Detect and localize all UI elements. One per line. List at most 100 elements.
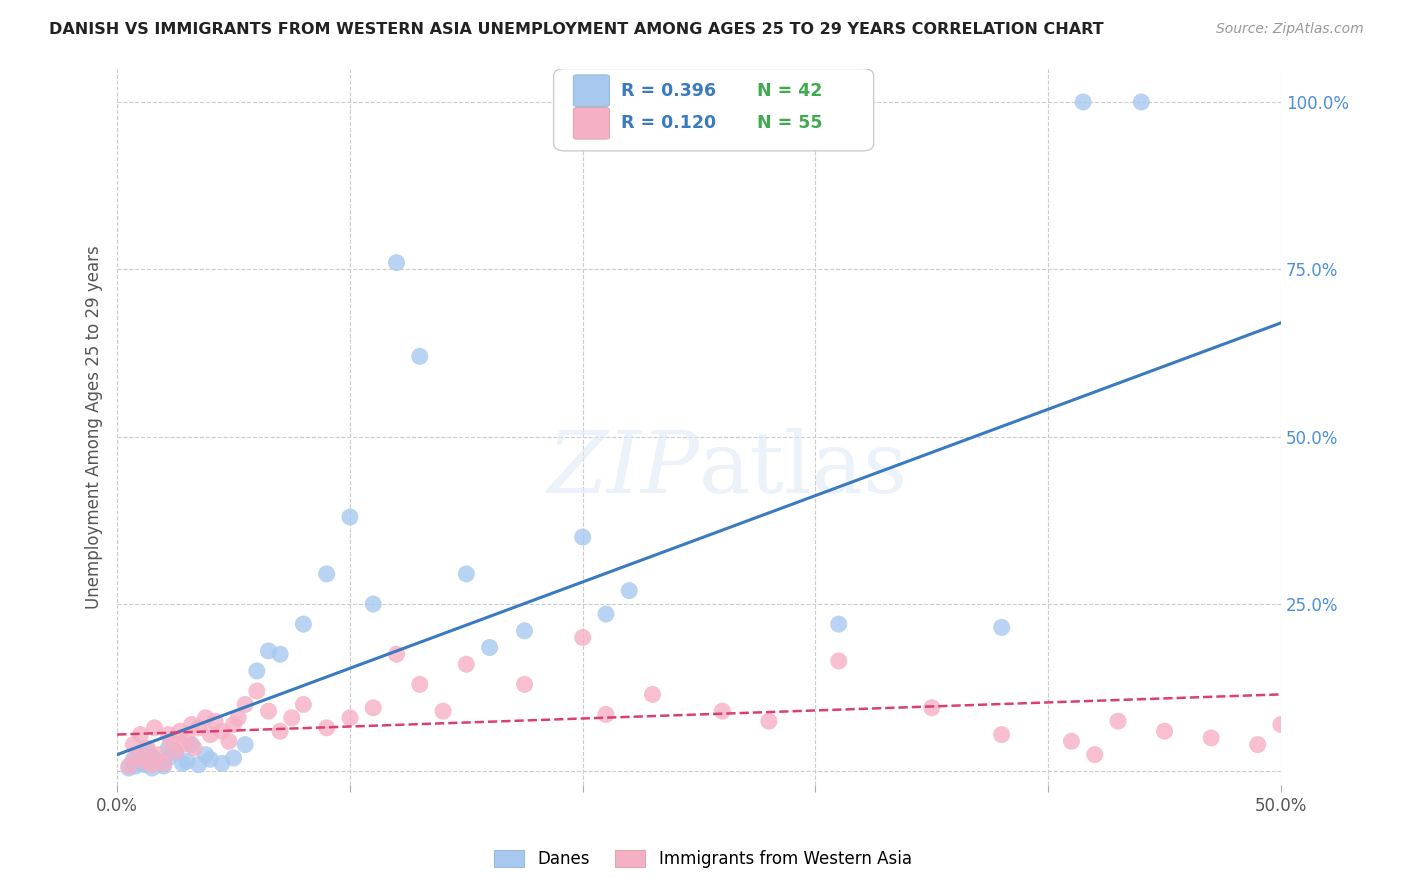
FancyBboxPatch shape	[554, 69, 873, 151]
Point	[125, 751, 148, 765]
FancyBboxPatch shape	[574, 108, 609, 139]
Text: atlas: atlas	[699, 428, 908, 511]
Point	[409, 677, 432, 691]
Point	[165, 744, 187, 758]
Point	[200, 727, 222, 741]
Point	[1199, 731, 1222, 745]
Point	[136, 744, 159, 758]
Text: DANISH VS IMMIGRANTS FROM WESTERN ASIA UNEMPLOYMENT AMONG AGES 25 TO 29 YEARS CO: DANISH VS IMMIGRANTS FROM WESTERN ASIA U…	[49, 22, 1104, 37]
Point	[118, 759, 141, 773]
Point	[118, 761, 141, 775]
Point	[361, 597, 384, 611]
Point	[921, 700, 943, 714]
Point	[828, 617, 851, 632]
Point	[180, 717, 202, 731]
Point	[141, 749, 163, 764]
Point	[122, 738, 145, 752]
Point	[165, 746, 187, 760]
Point	[385, 647, 408, 661]
Point	[194, 711, 217, 725]
Point	[129, 727, 152, 741]
Text: ZIP: ZIP	[547, 428, 699, 511]
Point	[172, 756, 194, 771]
Point	[409, 349, 432, 363]
Y-axis label: Unemployment Among Ages 25 to 29 years: Unemployment Among Ages 25 to 29 years	[86, 244, 103, 608]
Point	[641, 687, 664, 701]
Point	[478, 640, 501, 655]
Point	[339, 711, 361, 725]
Point	[758, 714, 780, 728]
Point	[269, 647, 291, 661]
Point	[246, 664, 269, 678]
Point	[1270, 717, 1292, 731]
Point	[990, 727, 1012, 741]
Point	[129, 747, 152, 762]
Point	[456, 566, 478, 581]
Point	[157, 727, 180, 741]
Point	[432, 704, 454, 718]
Point	[595, 607, 617, 621]
Text: R = 0.120: R = 0.120	[621, 114, 716, 132]
Point	[595, 707, 617, 722]
Point	[1153, 724, 1175, 739]
Point	[513, 677, 536, 691]
Point	[315, 566, 337, 581]
Point	[157, 751, 180, 765]
Point	[183, 740, 205, 755]
Point	[222, 717, 245, 731]
Point	[1247, 738, 1270, 752]
Point	[157, 740, 180, 755]
Point	[129, 756, 152, 771]
Point	[233, 698, 256, 712]
Point	[148, 747, 170, 762]
Point	[361, 700, 384, 714]
Point	[172, 738, 194, 752]
Point	[226, 711, 249, 725]
Text: R = 0.396: R = 0.396	[621, 82, 716, 100]
Point	[222, 751, 245, 765]
Point	[187, 721, 209, 735]
Point	[200, 752, 222, 766]
Legend: Danes, Immigrants from Western Asia: Danes, Immigrants from Western Asia	[488, 843, 918, 875]
Point	[152, 756, 174, 771]
Point	[211, 756, 233, 771]
Point	[257, 704, 280, 718]
Point	[1130, 95, 1153, 109]
Point	[141, 761, 163, 775]
Point	[141, 757, 163, 772]
Point	[176, 755, 198, 769]
Point	[257, 644, 280, 658]
Point	[513, 624, 536, 638]
Point	[134, 757, 156, 772]
Point	[990, 620, 1012, 634]
Point	[828, 654, 851, 668]
Text: Source: ZipAtlas.com: Source: ZipAtlas.com	[1216, 22, 1364, 37]
Point	[134, 755, 156, 769]
Point	[159, 734, 181, 748]
Text: N = 42: N = 42	[758, 82, 823, 100]
Point	[456, 657, 478, 672]
Point	[218, 734, 240, 748]
Point	[1060, 734, 1083, 748]
Point	[385, 255, 408, 269]
Point	[169, 724, 191, 739]
Point	[122, 752, 145, 766]
Point	[711, 704, 734, 718]
Point	[1071, 95, 1094, 109]
Point	[233, 738, 256, 752]
Point	[619, 583, 641, 598]
Point	[1107, 714, 1129, 728]
Point	[211, 724, 233, 739]
Point	[269, 724, 291, 739]
Point	[125, 759, 148, 773]
Point	[339, 510, 361, 524]
Point	[1084, 747, 1107, 762]
Text: N = 55: N = 55	[758, 114, 823, 132]
Point	[187, 757, 209, 772]
Point	[571, 631, 593, 645]
Point	[281, 711, 304, 725]
Point	[292, 617, 315, 632]
Point	[292, 698, 315, 712]
Point	[180, 738, 202, 752]
Point	[176, 731, 198, 745]
